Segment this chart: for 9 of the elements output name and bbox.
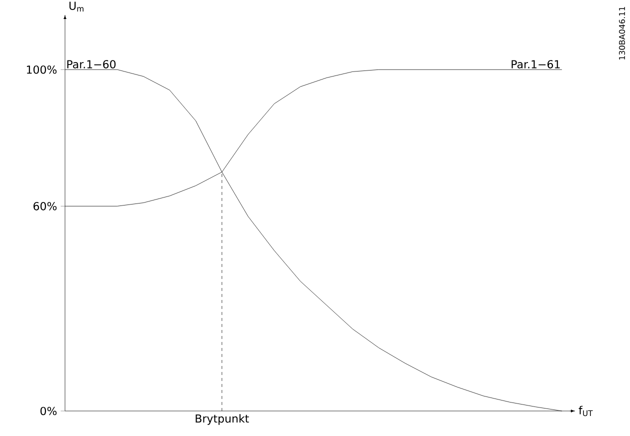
annotation: Par.1−61 [512, 60, 560, 68]
y-axis-title: U$_{m}$ [69, 2, 84, 12]
text: Brytpunkt [196, 414, 249, 425]
y-tick-label: 100% [26, 65, 57, 74]
text: 130BA046.11 [618, 6, 626, 60]
x-axis-title: f$_{UT}$ [578, 406, 593, 416]
annotation: Par.1−60 [67, 60, 116, 68]
y-tick-label: 0% [40, 406, 57, 416]
y-tick-label: 60% [34, 202, 57, 210]
